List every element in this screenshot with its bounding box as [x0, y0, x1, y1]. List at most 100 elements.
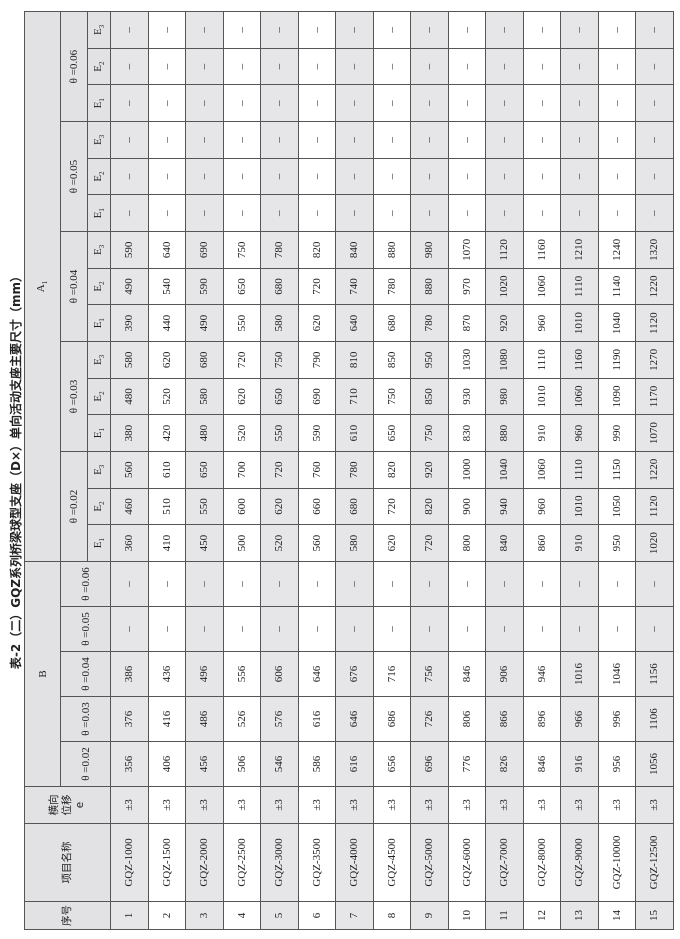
- cell-A1: 680: [335, 488, 373, 525]
- cell-A1: –: [335, 84, 373, 122]
- cell-B: 486: [185, 696, 223, 742]
- cell-A1: 1220: [635, 268, 673, 305]
- cell-A1: 1210: [560, 231, 598, 269]
- cell-B: 916: [560, 741, 598, 787]
- row-name: GQZ-6000: [448, 823, 486, 902]
- cell-B: 1106: [635, 696, 673, 742]
- cell-B: 966: [560, 696, 598, 742]
- cell-A1: –: [373, 11, 411, 49]
- cell-A1: 1040: [485, 451, 523, 489]
- cell-A1: 820: [298, 231, 336, 269]
- header-E-base: E: [91, 321, 104, 329]
- header-B: B: [24, 561, 61, 787]
- cell-B: 756: [410, 651, 448, 697]
- cell-A1: –: [110, 48, 148, 85]
- cell-A1: –: [148, 48, 186, 85]
- cell-A1: 720: [410, 524, 448, 562]
- cell-A1: 560: [298, 524, 336, 562]
- row-seq: 15: [635, 901, 673, 930]
- cell-A1: –: [448, 48, 486, 85]
- cell-A1: 650: [373, 414, 411, 452]
- cell-A1: 620: [148, 341, 186, 379]
- cell-A1: –: [373, 121, 411, 159]
- header-E-sub: 2: [98, 171, 107, 175]
- row-seq: 6: [298, 901, 336, 930]
- cell-A1: 480: [110, 378, 148, 415]
- header-A1-theta: θ =0.03: [60, 341, 88, 452]
- cell-A1: –: [373, 84, 411, 122]
- cell-A1: 750: [373, 378, 411, 415]
- header-B-theta: θ =0.03: [60, 696, 111, 742]
- cell-A1: –: [523, 194, 561, 232]
- cell-A1: 740: [335, 268, 373, 305]
- cell-A1: –: [635, 11, 673, 49]
- cell-A1: –: [485, 84, 523, 122]
- cell-B: –: [110, 561, 148, 607]
- cell-A1: –: [560, 48, 598, 85]
- header-E-sub: 3: [98, 244, 107, 249]
- cell-A1: 360: [110, 524, 148, 562]
- row-name: GQZ-7000: [485, 823, 523, 902]
- header-E-sub: 1: [98, 538, 107, 542]
- row-name: GQZ-5000: [410, 823, 448, 902]
- cell-A1: 780: [335, 451, 373, 489]
- cell-A1: –: [335, 11, 373, 49]
- header-E-base: E: [91, 28, 104, 36]
- cell-A1: –: [298, 84, 336, 122]
- cell-B: 846: [448, 651, 486, 697]
- cell-A1: –: [335, 121, 373, 159]
- cell-A1: 990: [598, 414, 636, 452]
- header-seq: 序号: [24, 901, 111, 930]
- cell-B: 656: [373, 741, 411, 787]
- cell-A1: –: [635, 121, 673, 159]
- cell-A1: 850: [410, 378, 448, 415]
- cell-A1: –: [148, 121, 186, 159]
- cell-B: –: [410, 606, 448, 652]
- cell-A1: –: [223, 84, 261, 122]
- cell-B: –: [635, 561, 673, 607]
- cell-A1: 910: [523, 414, 561, 452]
- cell-A1: –: [410, 84, 448, 122]
- header-E-base: E: [91, 468, 104, 475]
- cell-B: 716: [373, 651, 411, 697]
- cell-B: –: [523, 606, 561, 652]
- cell-A1: 450: [185, 524, 223, 562]
- cell-A1: 960: [560, 414, 598, 452]
- row-seq: 5: [260, 901, 298, 930]
- cell-A1: –: [260, 121, 298, 159]
- table-title: 表-2（二）GQZ系列桥梁球型支座（D×）单向活动支座主要尺寸（mm）: [9, 269, 23, 670]
- header-E-base: E: [91, 101, 104, 109]
- cell-B: 686: [373, 696, 411, 742]
- table-row: 10 GQZ-6000 ±3 776 806 846– –800 900 1000 830 930 1…: [448, 11, 486, 930]
- cell-A1: 510: [148, 488, 186, 525]
- cell-B: 1056: [635, 741, 673, 787]
- cell-A1: 1190: [598, 341, 636, 379]
- cell-A1: 750: [410, 414, 448, 452]
- cell-A1: 440: [148, 304, 186, 342]
- header-E-base: E: [91, 284, 104, 292]
- row-seq: 10: [448, 901, 486, 930]
- cell-A1: 1090: [598, 378, 636, 415]
- cell-A1: 940: [485, 488, 523, 525]
- cell-A1: 930: [448, 378, 486, 415]
- cell-A1: –: [185, 194, 223, 232]
- cell-A1: 680: [260, 268, 298, 305]
- header-E3: E3: [87, 231, 111, 269]
- cell-A1: 1110: [560, 451, 598, 489]
- header-E-base: E: [91, 541, 104, 549]
- header-A1-theta: θ =0.02: [60, 451, 88, 562]
- cell-B: 726: [410, 696, 448, 742]
- cell-A1: –: [523, 121, 561, 159]
- cell-B: –: [260, 561, 298, 607]
- cell-A1: 780: [373, 268, 411, 305]
- row-e: ±3: [298, 786, 336, 824]
- cell-A1: 480: [185, 414, 223, 452]
- cell-A1: –: [598, 11, 636, 49]
- cell-A1: –: [410, 194, 448, 232]
- cell-B: 1046: [598, 651, 636, 697]
- cell-B: 436: [148, 651, 186, 697]
- row-seq: 9: [410, 901, 448, 930]
- cell-A1: –: [560, 11, 598, 49]
- cell-A1: 590: [110, 231, 148, 269]
